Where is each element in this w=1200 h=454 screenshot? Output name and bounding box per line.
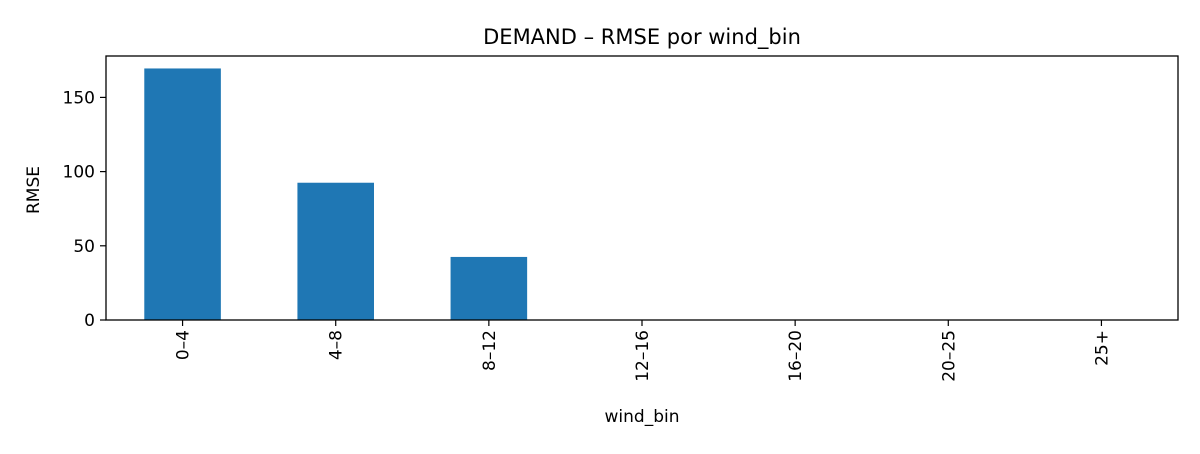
plot-frame xyxy=(105,55,1179,321)
chart-title: DEMAND – RMSE por wind_bin xyxy=(483,25,801,50)
bar-0–4 xyxy=(144,68,221,321)
y-axis-title: RMSE xyxy=(24,166,44,214)
bars-group xyxy=(144,68,528,321)
y-tick-label: 100 xyxy=(63,163,95,183)
x-tick-label: 8–12 xyxy=(480,330,500,371)
bar-4–8 xyxy=(297,182,374,320)
x-tick-label: 20–25 xyxy=(939,330,959,382)
y-tick-label: 150 xyxy=(63,88,95,108)
x-tick-label: 12–16 xyxy=(633,330,653,382)
x-tick-label: 0–4 xyxy=(174,330,194,360)
y-tick-label: 0 xyxy=(84,311,95,331)
x-tick-label: 25+ xyxy=(1092,330,1112,366)
bar-8–12 xyxy=(450,256,528,320)
y-tick-label: 50 xyxy=(73,237,95,257)
x-axis-title: wind_bin xyxy=(605,407,680,427)
x-tick-label: 16–20 xyxy=(786,330,806,382)
y-ticks-group: 0 50 100 150 xyxy=(63,88,106,331)
x-ticks-group: 0–4 4–8 8–12 12–16 16–20 20–25 25+ xyxy=(174,320,1112,382)
x-tick-label: 4–8 xyxy=(327,330,347,360)
